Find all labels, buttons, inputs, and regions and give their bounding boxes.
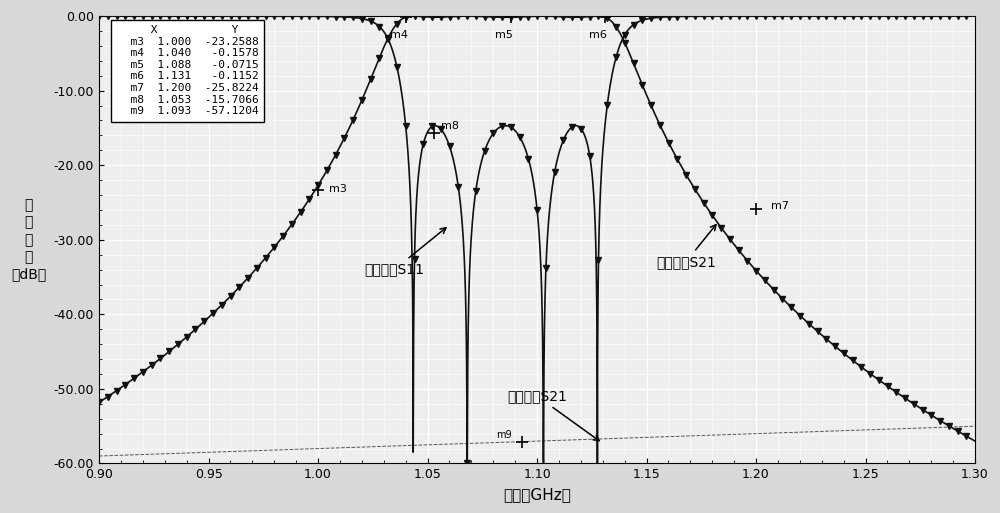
Text: m6: m6: [589, 30, 607, 40]
Text: 共模信号S21: 共模信号S21: [507, 389, 599, 441]
Text: m9: m9: [496, 429, 512, 440]
Text: m8: m8: [441, 122, 459, 131]
Text: 差模信号S11: 差模信号S11: [365, 228, 446, 277]
Y-axis label: 响
应
幅
度
（dB）: 响 应 幅 度 （dB）: [11, 198, 46, 282]
Text: m3: m3: [329, 184, 347, 194]
Text: 差模信号S21: 差模信号S21: [656, 225, 716, 269]
Text: m5: m5: [495, 30, 513, 40]
Text: X           Y
  m3  1.000  -23.2588
  m4  1.040   -0.1578
  m5  1.088   -0.0715
: X Y m3 1.000 -23.2588 m4 1.040 -0.1578 m…: [117, 25, 258, 116]
Text: m4: m4: [390, 30, 408, 40]
Text: m7: m7: [771, 201, 789, 211]
X-axis label: 频率（GHz）: 频率（GHz）: [503, 487, 571, 502]
